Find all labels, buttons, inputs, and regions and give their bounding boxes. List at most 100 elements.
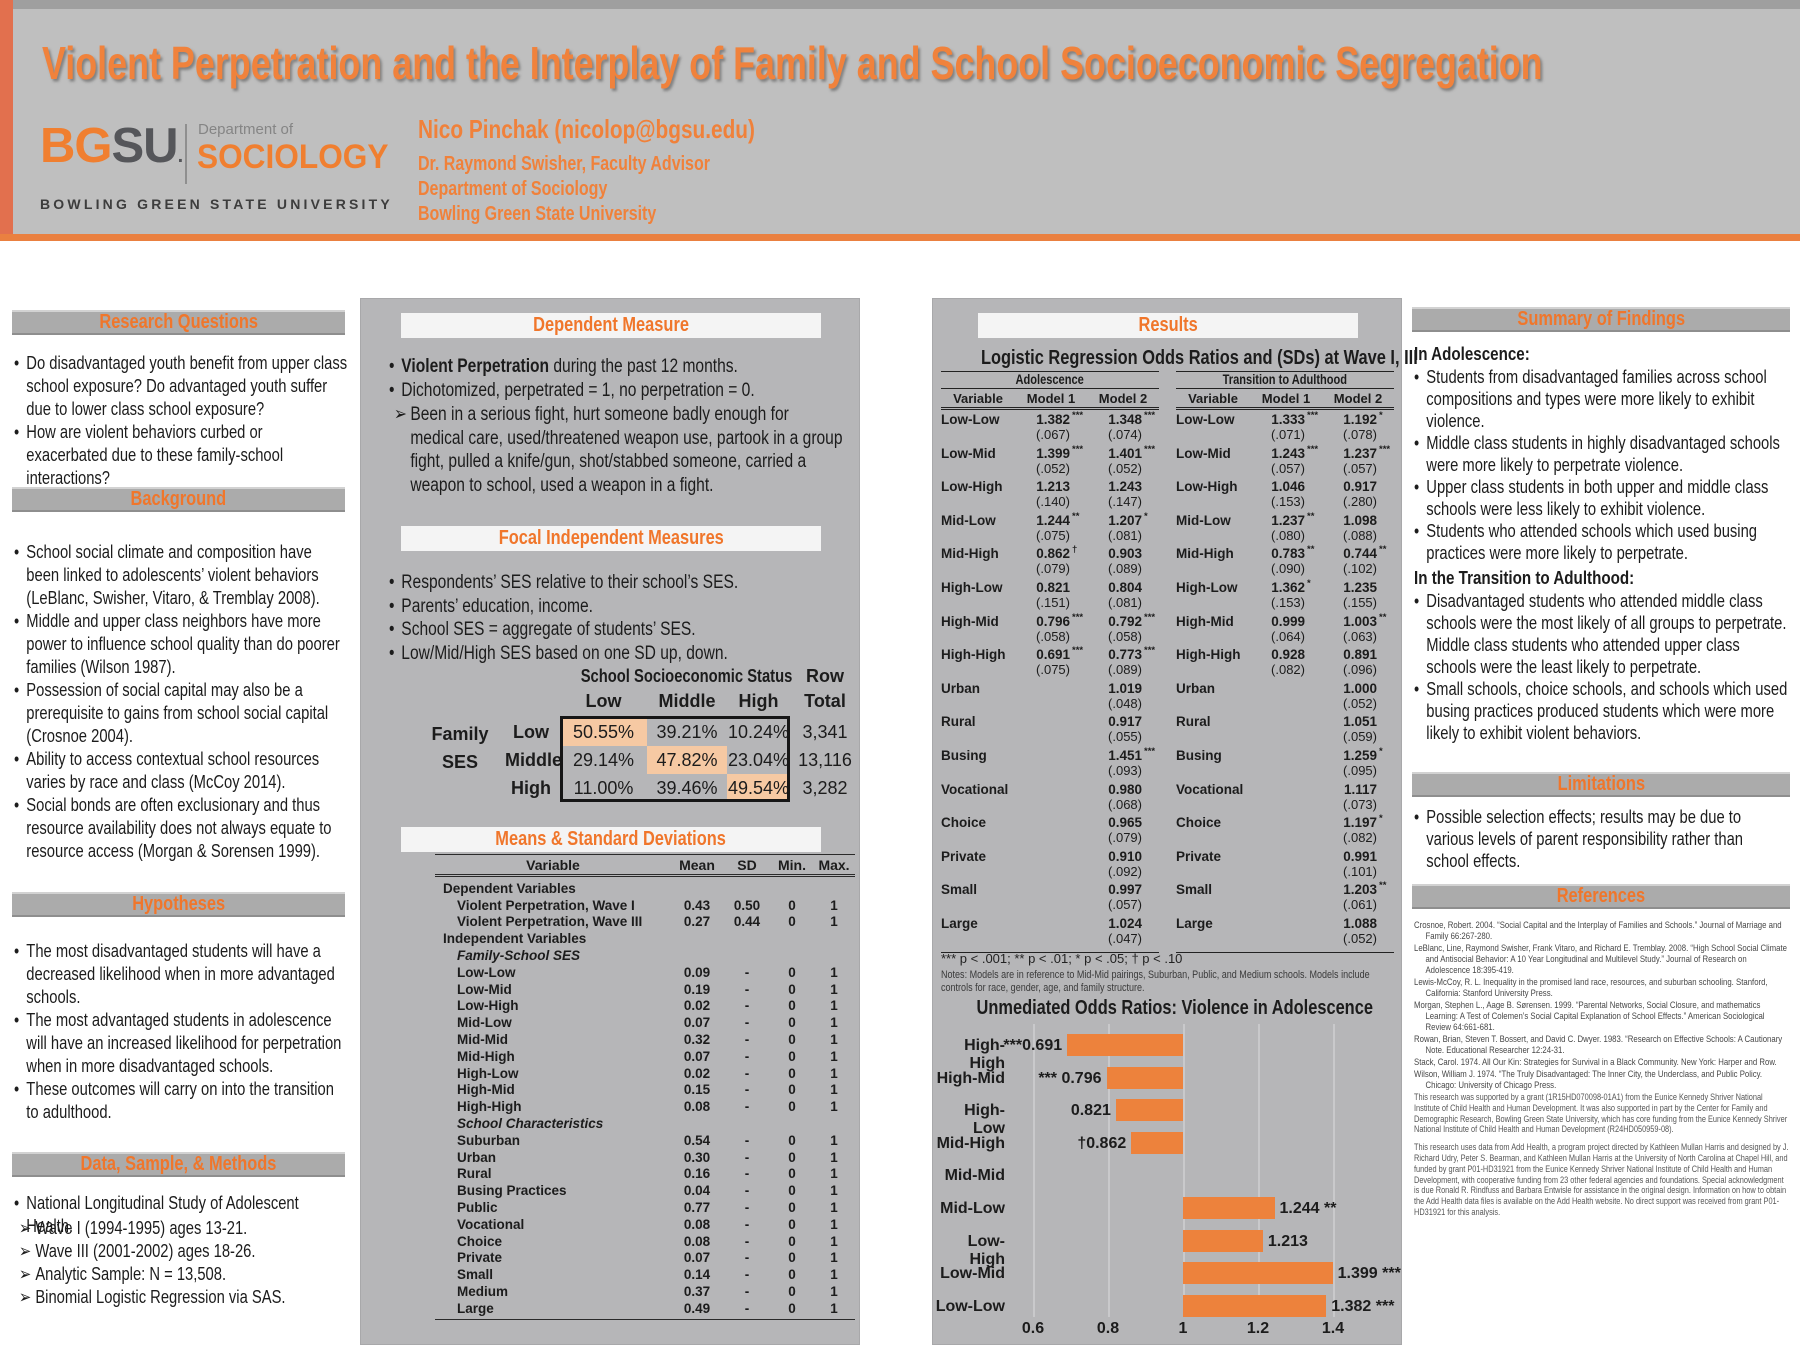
x-tick-label: 0.8 <box>1096 1320 1120 1337</box>
chart-category-label: Mid-Low <box>940 1200 1005 1217</box>
bullet-item: • School SES = aggregate of students’ SES… <box>389 618 844 642</box>
chart-value-label: 1.382 *** <box>1331 1297 1395 1315</box>
summary-transition-heading: In the Transition to Adulthood: <box>1414 567 1635 588</box>
bullet-item: • Social bonds are often exclusionary and… <box>14 794 348 863</box>
model-notes: Notes: Models are in reference to Mid-Mi… <box>941 969 1370 994</box>
chart-value-label: *** 0.796 <box>1038 1069 1102 1087</box>
regression-row: Private 0.991 <box>1176 848 1377 864</box>
regression-row: Low-Low 1.333 *** 1.192 * <box>1176 410 1383 427</box>
author-univ-line: Bowling Green State University <box>418 203 657 225</box>
research-questions-list: • Do disadvantaged youth benefit from upp… <box>14 352 348 490</box>
bullet-marker: • <box>389 379 395 401</box>
means-row: Small 0.14-0 1 <box>457 1267 838 1283</box>
bullet-item: • School social climate and composition h… <box>14 541 348 610</box>
crosstab-border <box>560 716 790 802</box>
regression-row: High-Low 0.821 0.804 <box>941 579 1142 595</box>
means-row: Private 0.07-0 1 <box>457 1250 838 1266</box>
bullet-marker: • <box>14 542 20 562</box>
regression-group-header: Adolescence <box>941 371 1159 389</box>
bullet-text: Small schools, choice schools, and schoo… <box>1426 679 1788 743</box>
bullet-marker: • <box>1414 807 1420 827</box>
crosstab-cell: 39.21% <box>656 722 718 742</box>
x-tick-label: 1 <box>1178 1320 1188 1337</box>
means-row: Low-Mid 0.19-0 1 <box>457 981 838 997</box>
chart-gridline <box>1108 1024 1110 1317</box>
means-row: Dependent Variables <box>443 880 576 896</box>
crosstab-stub: Family <box>431 724 489 744</box>
dependent-measure-sublist: ➢ Been in a serious fight, hurt someone b… <box>389 403 844 497</box>
crosstab-col-header: Low <box>585 691 622 711</box>
bullet-marker: • <box>14 1079 20 1099</box>
reference-item: Lewis-McCoy, R. L. Inequality in the pro… <box>1414 977 1768 999</box>
acknowledgment-paragraph: This research was supported by a grant (… <box>1414 1092 1788 1135</box>
transition-table: Transition to Adulthood Variable Model 1 Mo… <box>1176 371 1394 953</box>
regression-sd-row: (.057) <box>1108 897 1142 913</box>
crosstab-stub: SES <box>441 752 479 772</box>
header-divider <box>0 234 1800 241</box>
bullet-marker: ➢ <box>18 1218 32 1238</box>
regression-bottom-rule <box>941 951 1159 953</box>
regression-sd-row: (.047) <box>1108 930 1142 946</box>
reference-item: Rowan, Brian, Steven T. Bossert, and Dav… <box>1414 1034 1783 1056</box>
bullet-text: Middle and upper class neighbors have mo… <box>26 611 340 677</box>
bullet-text: Social bonds are often exclusionary and … <box>26 795 332 861</box>
bullet-text: Upper class students in both upper and m… <box>1426 477 1769 519</box>
regression-sd-row: (.067) (.074) <box>1036 427 1142 442</box>
bullet-item: • These outcomes will carry on into the t… <box>14 1078 348 1124</box>
sociology-label: SOCIOLOGY <box>197 138 389 176</box>
regression-row: Urban 1.019 <box>941 680 1142 696</box>
bullet-item: ➢ Wave I (1994-1995) ages 13-21. <box>14 1217 348 1240</box>
bullet-item: • Respondents’ SES relative to their scho… <box>389 571 844 595</box>
bullet-item: • Students from disadvantaged families ac… <box>1414 366 1790 432</box>
regression-row: High-Low 1.362 * 1.235 <box>1176 577 1377 595</box>
data-methods-list: • National Longitudinal Study of Adolesce… <box>14 1192 348 1238</box>
regression-sd-row: (.068) <box>1108 796 1142 812</box>
regression-row: Small 0.997 <box>941 882 1142 898</box>
bullet-item: • Violent Perpetration during the past 12… <box>389 355 844 379</box>
bullet-item: • Possible selection effects; results may… <box>1414 806 1790 872</box>
bullet-marker: • <box>1414 679 1420 699</box>
bullet-text: Analytic Sample: N = 13,508. <box>35 1264 227 1284</box>
adolescence-table: Adolescence Variable Model 1 Model 2 Low-Low… <box>941 371 1159 953</box>
regression-sd-row: (.059) <box>1343 729 1377 745</box>
bullet-item: • Middle and upper class neighbors have m… <box>14 610 348 679</box>
regression-sd-row: (.153) (.155) <box>1271 594 1377 610</box>
regression-col-headers: Variable Model 1 Model 2 <box>1188 390 1383 406</box>
bullet-text: Disadvantaged students who attended midd… <box>1426 591 1787 677</box>
bullet-text: Students who attended schools which used… <box>1426 521 1757 563</box>
focal-measures-header: Focal Independent Measures <box>401 526 821 551</box>
data-methods-header: Data, Sample, & Methods <box>12 1152 345 1177</box>
bullet-item: • The most disadvantaged students will ha… <box>14 940 348 1009</box>
regression-row: High-High 0.928 0.891 <box>1176 647 1377 663</box>
bullet-marker: • <box>14 422 20 442</box>
crosstab-cell: 39.46% <box>656 778 718 798</box>
means-header-rule <box>435 874 855 877</box>
regression-sd-row: (.075) (.081) <box>1036 527 1142 543</box>
means-bottom-rule <box>435 1318 855 1320</box>
bullet-text: Do disadvantaged youth benefit from uppe… <box>26 353 348 419</box>
crosstab-cell: 49.54% <box>727 774 790 802</box>
hypotheses-header: Hypotheses <box>12 892 345 917</box>
means-row: Medium 0.37-0 1 <box>457 1284 838 1300</box>
row-total-header: Row <box>806 666 844 686</box>
bullet-marker: • <box>389 572 395 593</box>
summary-adolescence-heading: In Adolescence: <box>1414 343 1530 364</box>
regression-sd-row: (.153) (.280) <box>1271 494 1377 510</box>
chart-bar <box>1131 1131 1183 1154</box>
regression-sd-row: (.082) (.096) <box>1271 662 1377 678</box>
bullet-marker: • <box>389 356 395 377</box>
regression-row: Low-Mid 1.399 *** 1.401 *** <box>941 443 1156 461</box>
regression-sd-row: (.064) (.063) <box>1271 628 1377 644</box>
means-row: Public 0.77-0 1 <box>457 1200 838 1216</box>
crosstab-cell: 47.82% <box>647 746 727 774</box>
regression-row: Large 1.088 <box>1176 915 1377 931</box>
bullet-marker: ➢ <box>393 404 407 425</box>
author-block: Nico Pinchak (nicolop@bgsu.edu) Dr. Raym… <box>418 114 755 227</box>
bullet-item: • Parents’ education, income. <box>389 595 844 619</box>
poster-title: Violent Perpetration and the Interplay o… <box>42 37 1543 89</box>
bullet-item: • Upper class students in both upper and … <box>1414 476 1790 520</box>
bullet-item: ➢ Analytic Sample: N = 13,508. <box>14 1263 348 1286</box>
bullet-item: • Students who attended schools which use… <box>1414 520 1790 564</box>
regression-sd-row: (.140) (.147) <box>1036 494 1142 510</box>
chart-value-label: 1.244 ** <box>1279 1200 1337 1217</box>
